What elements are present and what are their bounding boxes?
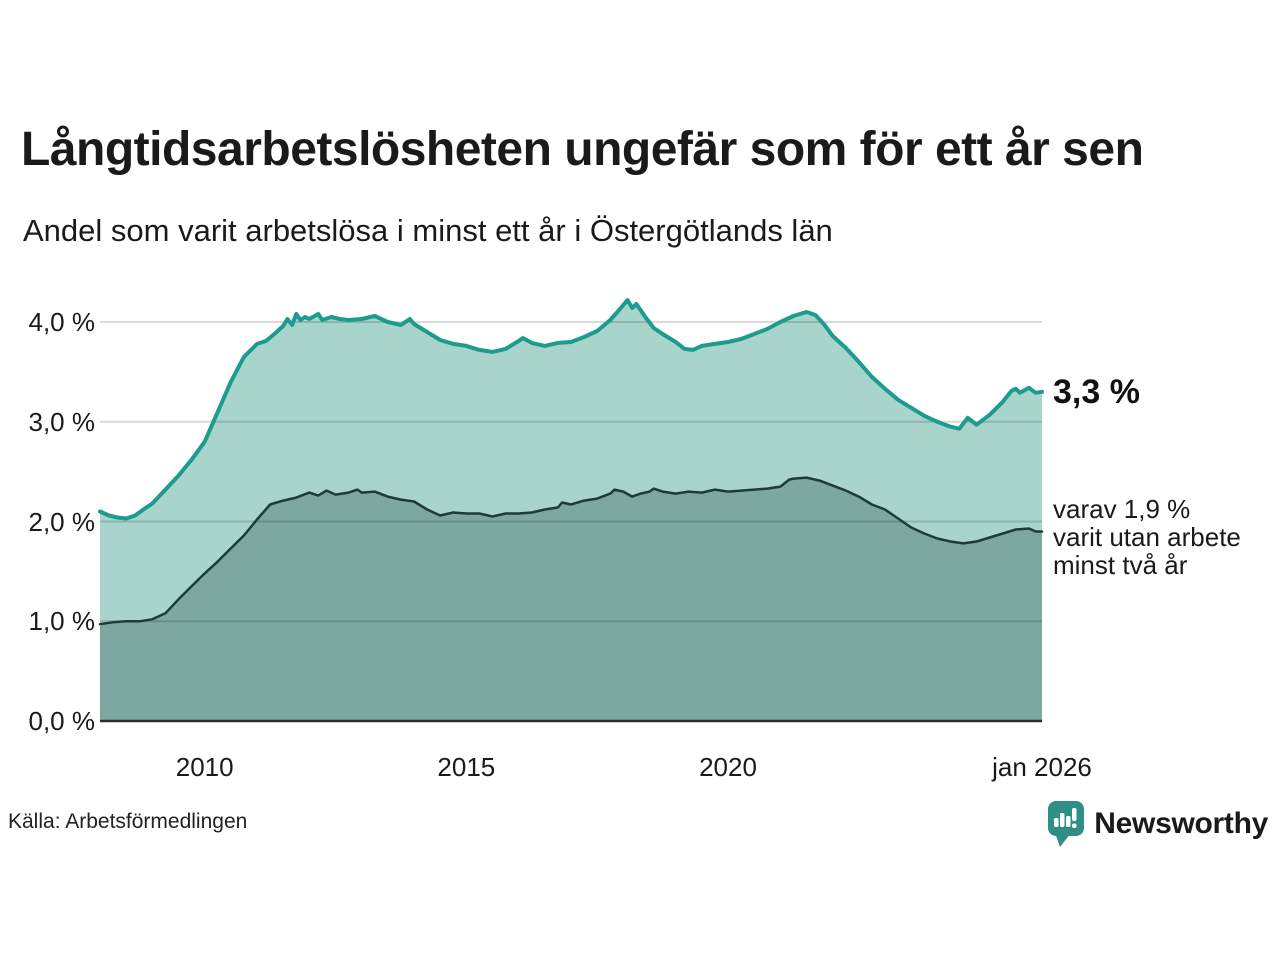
y-axis-tick-label: 0,0 %	[28, 706, 96, 736]
two-year-note-line3: minst två år	[1053, 550, 1188, 581]
two-year-note-line2: varit utan arbete	[1053, 522, 1241, 553]
page-title: Långtidsarbetslösheten ungefär som för e…	[21, 123, 1144, 176]
x-axis-tick-label: 2020	[699, 752, 757, 782]
brand-wordmark: Newsworthy	[1094, 807, 1268, 840]
y-axis-tick-label: 1,0 %	[28, 606, 96, 637]
two-year-note: varav 1,9 % varit utan arbete minst två …	[1053, 495, 1241, 579]
line-minst-tva-ar	[98, 476, 1044, 626]
y-axis-tick-label: 4,0 %	[28, 307, 96, 337]
x-axis-tick-label: 2015	[437, 752, 496, 782]
two-year-note-line1: varav 1,9 %	[1053, 494, 1191, 525]
area-minst-tva-ar	[100, 477, 1042, 721]
x-axis-tick-label: jan 2026	[992, 752, 1092, 782]
y-axis-tick-label: 2,0 %	[28, 506, 96, 537]
line-minst-ett-ar	[98, 298, 1044, 521]
source-note: Källa: Arbetsförmedlingen	[8, 810, 248, 833]
newsworthy-logo-icon	[1048, 801, 1085, 847]
page-subtitle: Andel som varit arbetslösa i minst ett å…	[23, 213, 833, 248]
latest-value-label: 3,3 %	[1053, 372, 1140, 411]
newsworthy-brand: Newsworthy	[1046, 798, 1268, 850]
y-axis-tick-label: 3,0 %	[28, 406, 96, 437]
x-axis-tick-label: 2010	[175, 752, 234, 782]
